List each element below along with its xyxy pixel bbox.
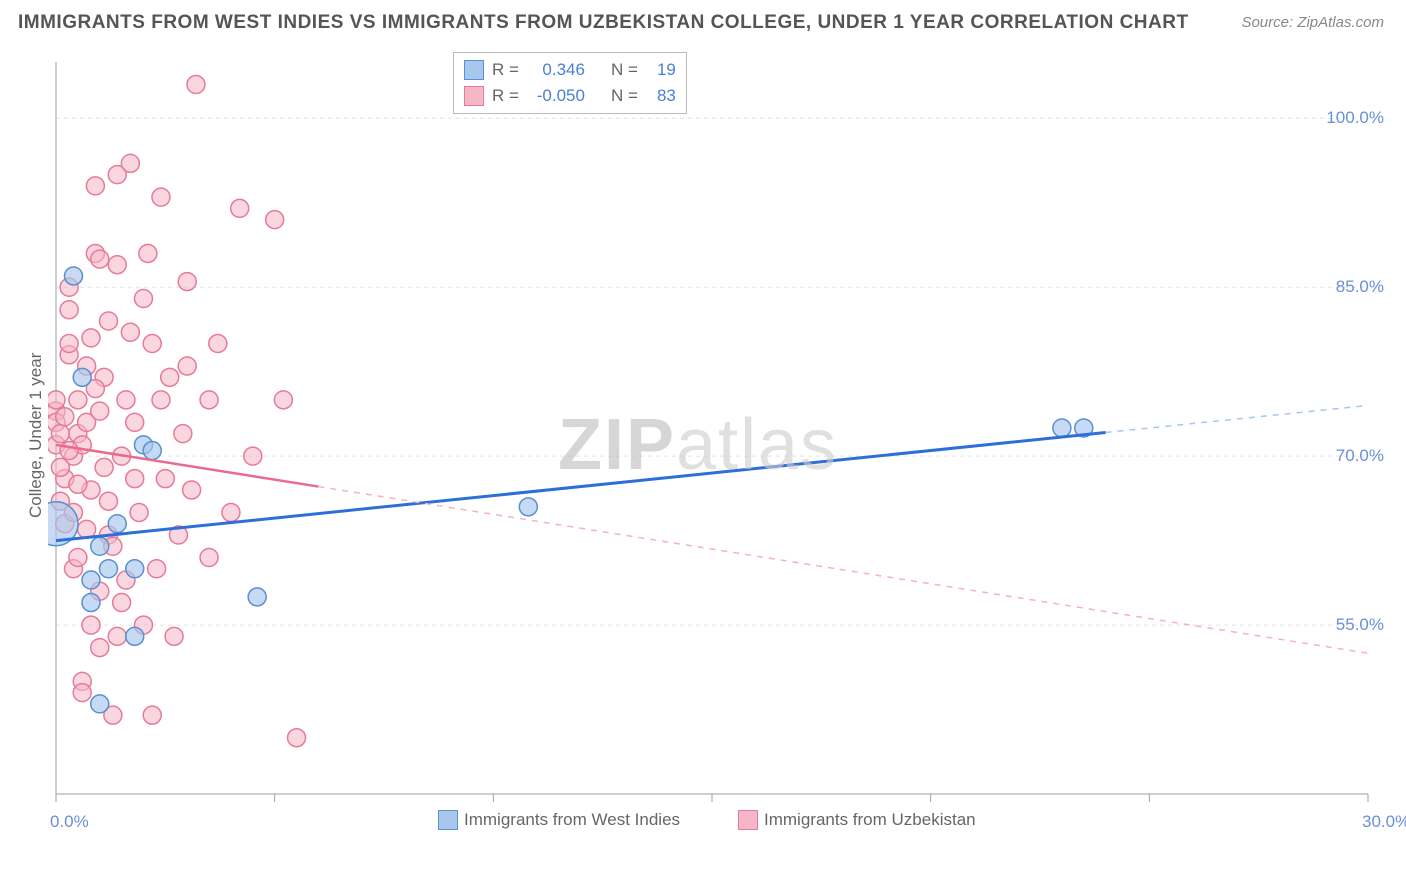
r-value: 0.346 bbox=[527, 57, 585, 83]
r-label: R = bbox=[492, 83, 519, 109]
correlation-chart: College, Under 1 year ZIPatlas R =0.346N… bbox=[48, 54, 1388, 834]
n-value: 19 bbox=[646, 57, 676, 83]
stats-legend-box: R = 0.346 N = 19 R = -0.050 N = 83 bbox=[453, 52, 687, 114]
x-tick-label: 0.0% bbox=[50, 812, 89, 832]
stats-row: R = -0.050 N = 83 bbox=[464, 83, 676, 109]
n-value: 83 bbox=[646, 83, 676, 109]
y-tick-label: 100.0% bbox=[1326, 108, 1384, 128]
chart-svg bbox=[48, 54, 1388, 834]
r-label: R = bbox=[492, 57, 519, 83]
legend-swatch bbox=[438, 810, 458, 830]
n-label: N = bbox=[611, 83, 638, 109]
y-tick-label: 70.0% bbox=[1336, 446, 1384, 466]
legend-item: Immigrants from Uzbekistan bbox=[738, 810, 976, 830]
series-swatch bbox=[464, 86, 484, 106]
r-value: -0.050 bbox=[527, 83, 585, 109]
legend-item: Immigrants from West Indies bbox=[438, 810, 680, 830]
legend-label: Immigrants from West Indies bbox=[464, 810, 680, 830]
source-attribution: Source: ZipAtlas.com bbox=[1241, 14, 1384, 31]
legend-label: Immigrants from Uzbekistan bbox=[764, 810, 976, 830]
series-swatch bbox=[464, 60, 484, 80]
n-label: N = bbox=[611, 57, 638, 83]
stats-row: R = 0.346 N = 19 bbox=[464, 57, 676, 83]
y-tick-label: 85.0% bbox=[1336, 277, 1384, 297]
chart-title: IMMIGRANTS FROM WEST INDIES VS IMMIGRANT… bbox=[18, 12, 1189, 34]
y-tick-label: 55.0% bbox=[1336, 615, 1384, 635]
y-axis-label: College, Under 1 year bbox=[26, 353, 46, 518]
legend-swatch bbox=[738, 810, 758, 830]
x-tick-label: 30.0% bbox=[1362, 812, 1406, 832]
